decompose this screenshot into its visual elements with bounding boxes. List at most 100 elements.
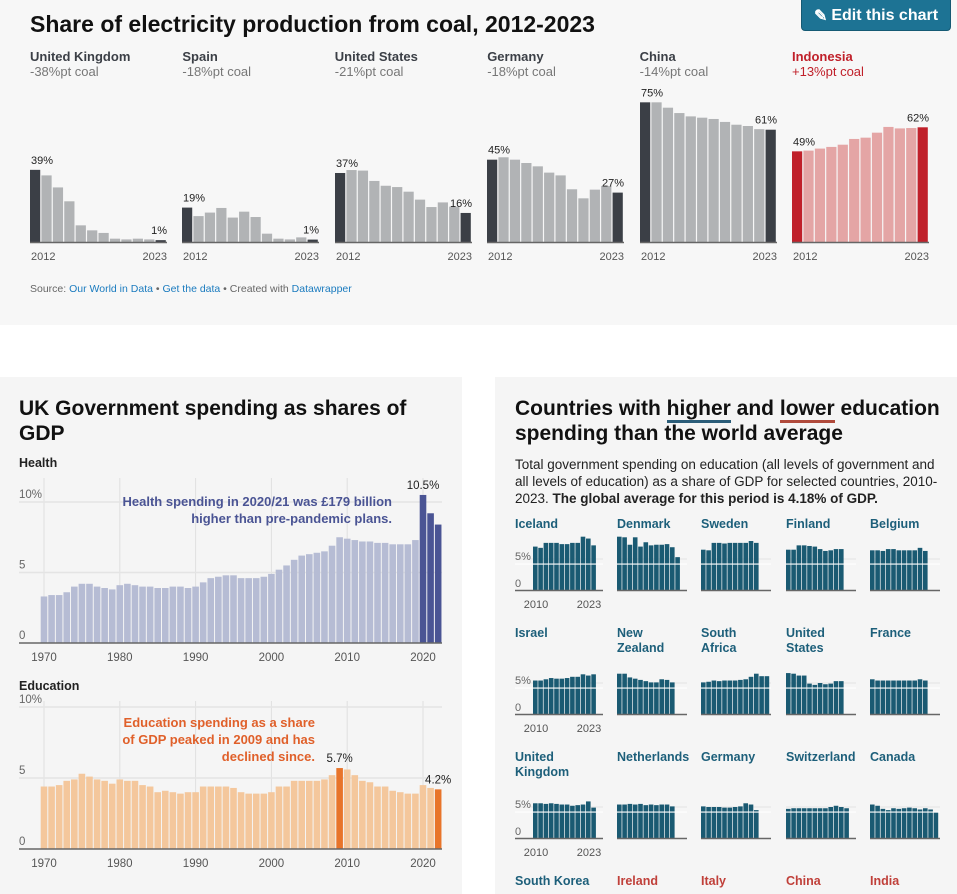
bar-2015 [381, 786, 389, 849]
coal-bar [612, 192, 623, 242]
country-bar [870, 679, 875, 714]
coal-bar-chart: 75% 61% 2012 2023 [639, 87, 777, 263]
bar-2015 [381, 542, 389, 643]
bar-1992 [207, 578, 215, 643]
coal-bar [696, 117, 707, 242]
title-lower: lower [779, 397, 835, 423]
country-bar [823, 684, 828, 714]
country-bar [591, 807, 596, 838]
bar-1970 [40, 596, 48, 643]
bar-2012 [359, 780, 366, 849]
country-bar [716, 807, 722, 838]
country-bar [638, 803, 643, 838]
country-name: Indonesia [792, 49, 853, 64]
coal-bar [448, 206, 460, 242]
edit-chart-button[interactable]: ✎ Edit this chart [801, 0, 951, 31]
country-bar [670, 806, 675, 838]
country-bar [907, 807, 912, 838]
y-tick-label: 10% [19, 694, 42, 706]
country-bar [917, 809, 923, 838]
bar-1974 [71, 586, 78, 643]
value-label: 10.5% [407, 480, 440, 492]
country-bar-chart [617, 673, 687, 716]
country-bar [554, 803, 559, 838]
bar-2013 [366, 782, 374, 849]
bar-1978 [101, 588, 108, 643]
x-tick-label: 2010 [524, 723, 548, 735]
coal-bar [589, 189, 601, 242]
country-bar [833, 549, 839, 590]
y-tick-label: 5 [19, 765, 25, 777]
health-heading: Health [19, 456, 58, 470]
country-label: Belgium [870, 517, 920, 531]
bar-1982 [131, 780, 139, 849]
coal-bar [753, 129, 764, 242]
country-bar [575, 805, 580, 838]
coal-bar [426, 207, 437, 242]
country-bar [870, 804, 875, 838]
x-tick-label: 2010 [334, 652, 360, 664]
first-value-label: 37% [336, 158, 358, 170]
country-bar [570, 805, 575, 838]
coal-bar [521, 163, 532, 242]
coal-bar [87, 230, 98, 242]
x-tick-label: 2000 [259, 858, 285, 870]
bar-2010 [343, 538, 351, 643]
source-link-owid[interactable]: Our World in Data [69, 283, 153, 295]
bar-1976 [86, 776, 93, 849]
bar-1997 [245, 793, 252, 849]
bar-1990 [192, 792, 199, 849]
coal-bar [849, 138, 860, 242]
country-bar [575, 542, 580, 590]
bar-1982 [131, 585, 139, 643]
country-label: New Zealand [617, 626, 665, 655]
country-bar [885, 680, 891, 714]
country-bar [896, 680, 902, 714]
coal-bar [837, 144, 848, 242]
x-tick-label: 2023 [600, 251, 624, 263]
country-name: United Kingdom [30, 49, 131, 64]
datawrapper-link[interactable]: Datawrapper [291, 283, 352, 295]
x-tick-label: 2010 [524, 847, 548, 859]
country-bar [622, 804, 627, 838]
title-part: and [730, 397, 780, 420]
coal-bar [109, 238, 121, 242]
country-bar [617, 673, 622, 714]
country-bar [844, 808, 849, 838]
country-bar [738, 806, 743, 838]
education-countries-panel: Countries with higher and lower educatio… [495, 377, 957, 894]
first-value-label: 75% [641, 87, 663, 99]
coal-bar [182, 207, 193, 242]
coal-bar [391, 187, 403, 242]
country-bar [533, 680, 538, 714]
coal-bar [639, 102, 650, 242]
coal-bar [285, 239, 296, 242]
country-bar [617, 804, 622, 838]
country-bar-chart [701, 541, 771, 592]
bar-2001 [275, 786, 283, 849]
bar-1993 [215, 786, 222, 849]
bar-1973 [63, 592, 71, 643]
x-tick-label: 2012 [31, 251, 55, 263]
bar-1994 [222, 575, 230, 643]
bar-2005 [306, 780, 313, 849]
country-bar [706, 807, 711, 838]
country-bar [580, 804, 586, 838]
bar-2013 [366, 541, 374, 643]
last-value-label: 62% [907, 112, 929, 124]
country-bar [538, 547, 543, 590]
coal-change: -18%pt coal [182, 64, 252, 79]
x-tick-label: 1970 [31, 652, 57, 664]
coal-bar [346, 170, 357, 242]
country-name: China [639, 49, 676, 64]
bar-1972 [55, 785, 63, 849]
coal-bar-chart: 49% 62% 2012 2023 [792, 112, 929, 263]
created-with: • Created with [220, 283, 292, 295]
bar-2004 [298, 780, 306, 849]
get-data-link[interactable]: Get the data [162, 283, 221, 295]
x-tick-label: 2012 [183, 251, 207, 263]
x-tick-label: 1980 [107, 858, 133, 870]
bar-1998 [252, 578, 260, 643]
bar-1999 [260, 793, 268, 849]
country-bar [632, 804, 638, 838]
